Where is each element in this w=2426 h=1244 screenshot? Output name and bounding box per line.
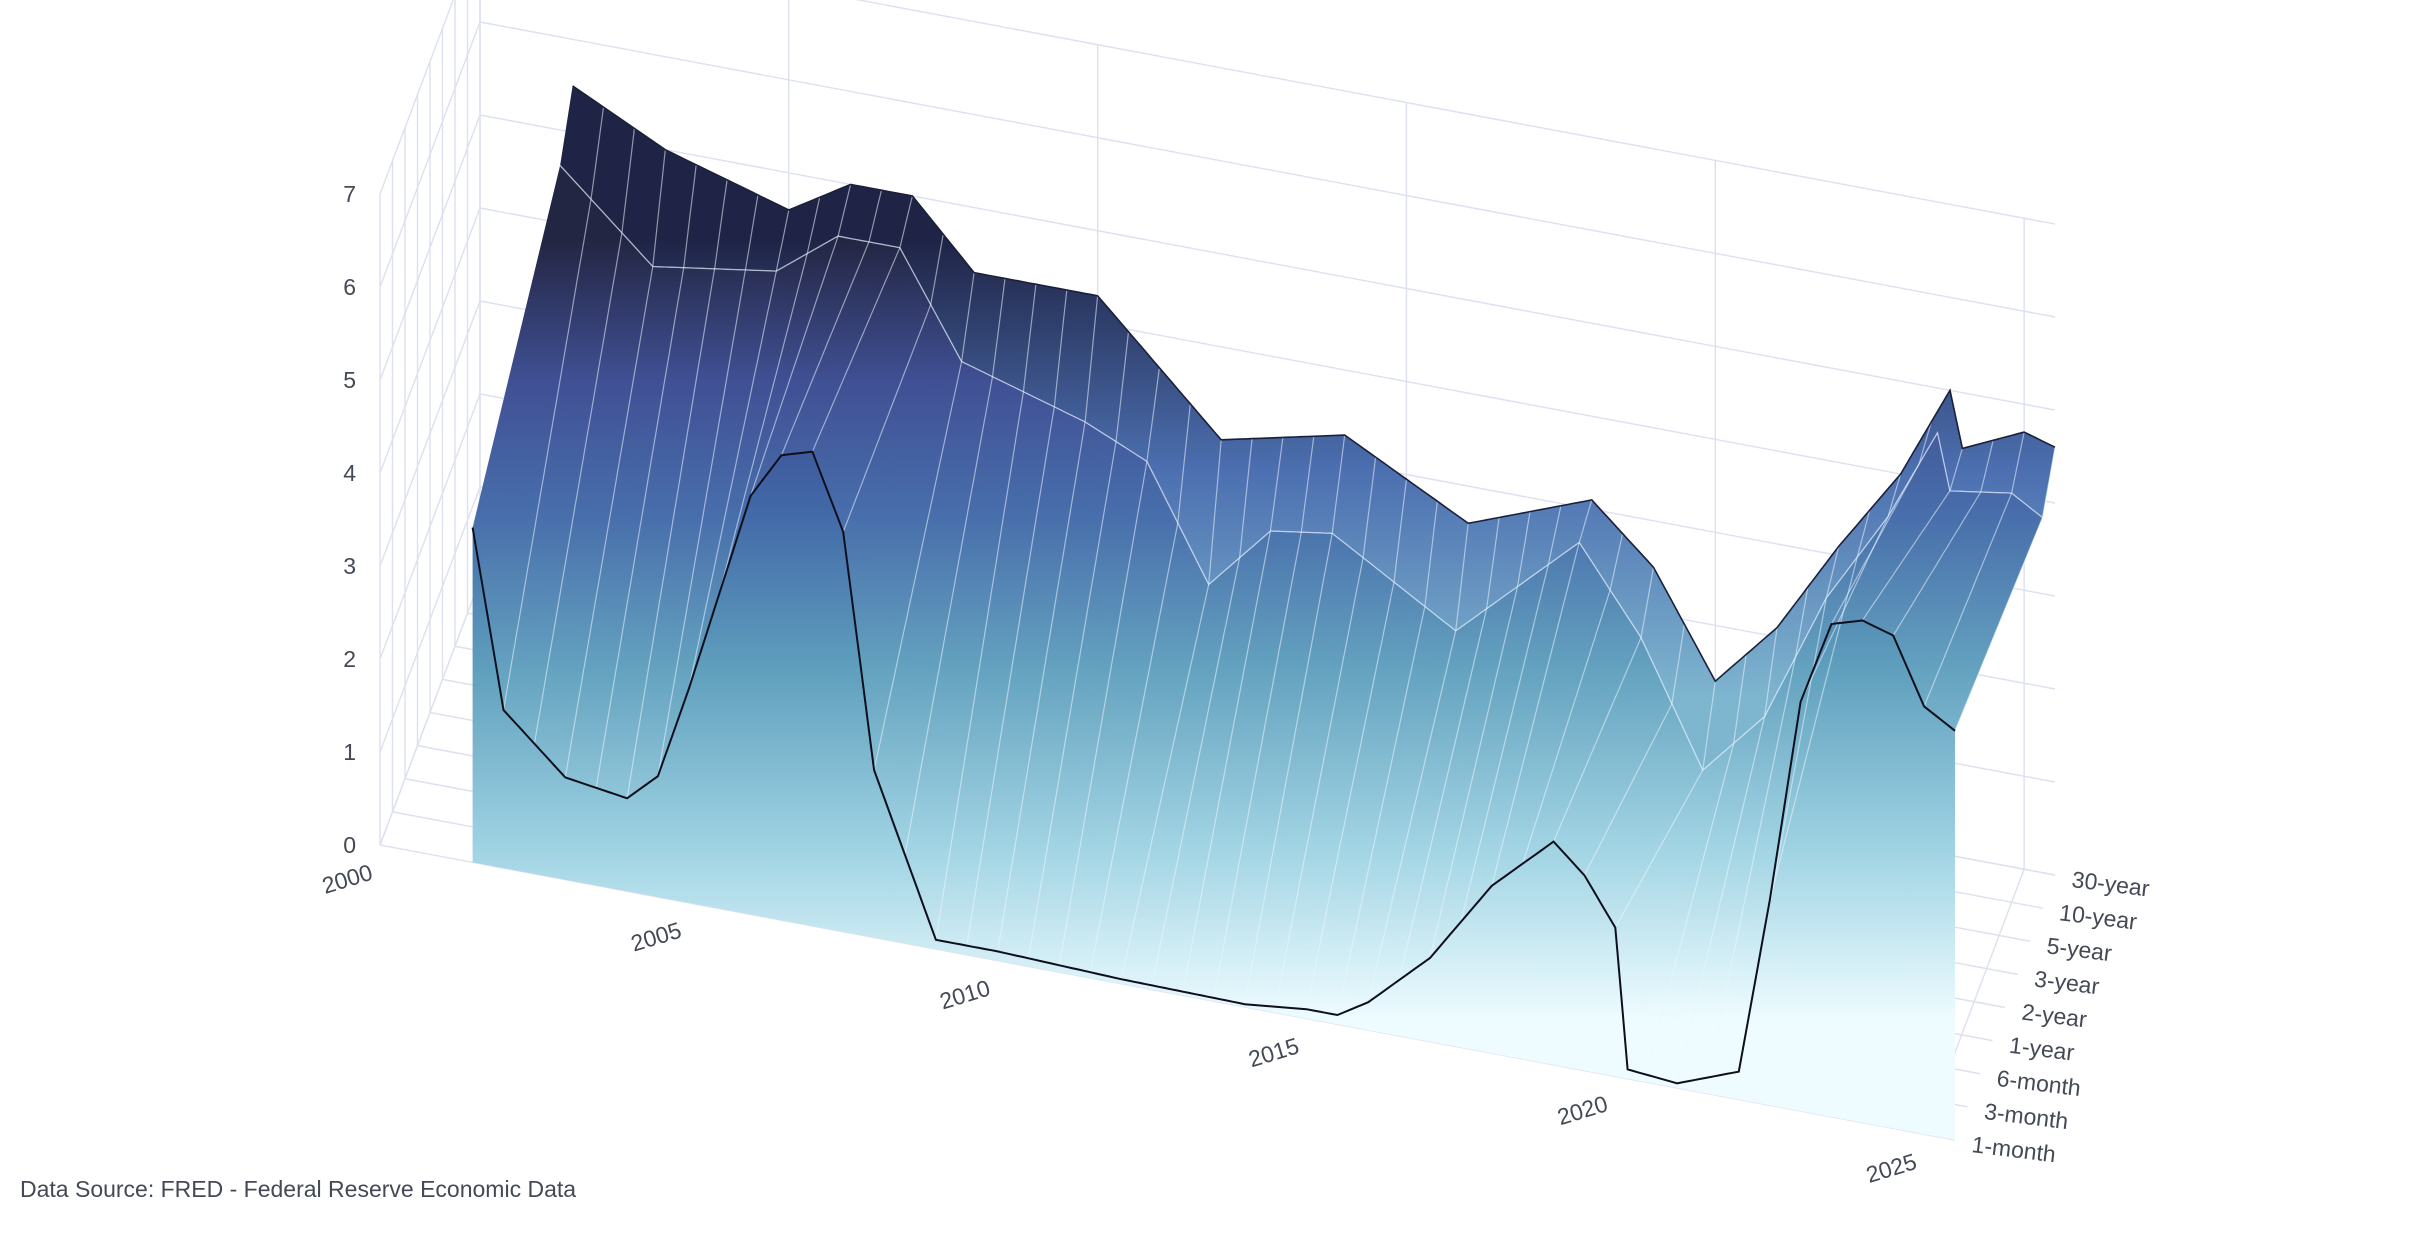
z-tick-label: 3: [343, 553, 356, 579]
z-tick-label: 6: [343, 274, 356, 300]
z-tick-label: 2: [343, 646, 356, 672]
data-source-note: Data Source: FRED - Federal Reserve Econ…: [20, 1176, 576, 1203]
x-tick-label: 2020: [1554, 1090, 1611, 1130]
z-tick-label: 0: [343, 832, 356, 858]
y-tick-label: 3-year: [2033, 966, 2101, 1000]
x-tick-label: 2025: [1863, 1148, 1920, 1188]
y-tick-label: 2-year: [2020, 999, 2088, 1033]
x-tick-label: 2005: [628, 917, 685, 957]
y-tick-label: 3-month: [1983, 1098, 2070, 1134]
y-tick-label: 6-month: [1995, 1065, 2082, 1101]
x-tick-label: 2015: [1245, 1032, 1302, 1072]
y-tick-label: 5-year: [2045, 932, 2113, 966]
surface: [473, 86, 2055, 1140]
y-tick-label: 1-year: [2008, 1032, 2076, 1066]
z-tick-label: 1: [343, 739, 356, 765]
z-tick-label: 4: [343, 460, 356, 486]
x-tick-label: 2000: [319, 859, 376, 899]
y-tick-label: 1-month: [1970, 1131, 2057, 1167]
z-tick-label: 7: [343, 181, 356, 207]
z-tick-label: 5: [343, 367, 356, 393]
y-tick-label: 10-year: [2058, 899, 2139, 934]
y-tick-label: 30-year: [2070, 866, 2151, 901]
x-tick-label: 2010: [937, 975, 994, 1015]
